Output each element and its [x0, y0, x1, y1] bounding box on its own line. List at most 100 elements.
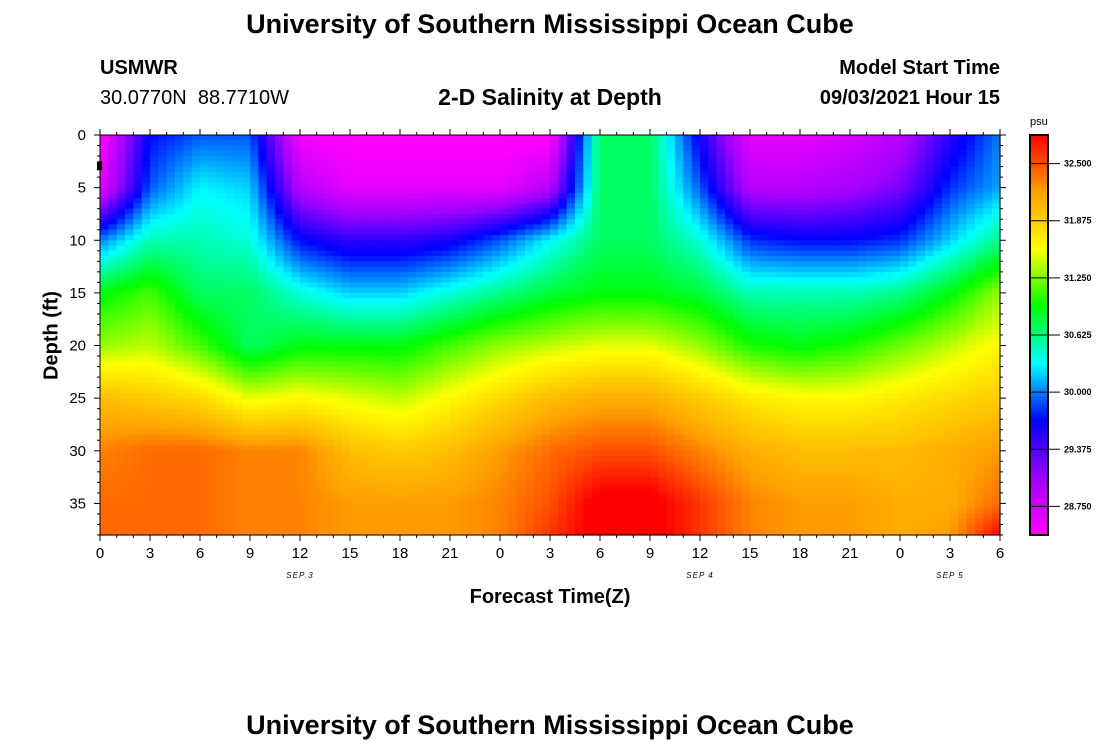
heatmap-cell: [241, 277, 251, 283]
heatmap-cell: [633, 245, 643, 252]
heatmap-cell: [100, 203, 109, 210]
heatmap-cell: [850, 240, 859, 247]
heatmap-cell: [108, 313, 118, 320]
heatmap-cell: [525, 266, 534, 273]
heatmap-cell: [925, 166, 934, 173]
heatmap-cell: [183, 219, 193, 226]
heatmap-cell: [975, 150, 984, 157]
heatmap-cell: [691, 177, 701, 183]
heatmap-cell: [308, 303, 318, 310]
heatmap-cell: [391, 213, 401, 220]
heatmap-cell: [258, 198, 268, 205]
heatmap-cell: [266, 361, 276, 368]
heatmap-cell: [941, 313, 951, 320]
heatmap-cell: [233, 377, 243, 383]
heatmap-cell: [733, 145, 743, 152]
heatmap-cell: [183, 150, 193, 157]
heatmap-cell: [891, 345, 901, 352]
heatmap-cell: [791, 356, 801, 362]
heatmap-cell: [375, 250, 384, 257]
heatmap-cell: [741, 292, 751, 299]
heatmap-cell: [741, 192, 751, 199]
heatmap-cell: [741, 135, 751, 141]
heatmap-cell: [300, 298, 309, 305]
heatmap-cell: [575, 135, 584, 141]
heatmap-cell: [241, 350, 251, 357]
heatmap-cell: [308, 245, 318, 252]
heatmap-cell: [408, 303, 418, 310]
heatmap-cell: [500, 266, 509, 273]
heatmap-cell: [125, 187, 134, 194]
heatmap-cell: [716, 271, 726, 278]
heatmap-cell: [833, 271, 843, 278]
heatmap-cell: [275, 240, 284, 247]
heatmap-cell: [966, 177, 976, 183]
heatmap-cell: [441, 340, 451, 347]
heatmap-cell: [941, 198, 951, 205]
heatmap-cell: [966, 350, 976, 357]
heatmap-cell: [558, 203, 568, 210]
heatmap-cell: [658, 250, 668, 257]
heatmap-cell: [216, 182, 226, 189]
heatmap-cell: [700, 192, 709, 199]
heatmap-cell: [183, 340, 193, 347]
heatmap-cell: [925, 224, 934, 231]
heatmap-cell: [616, 266, 626, 273]
heatmap-cell: [150, 298, 159, 305]
heatmap-cell: [383, 187, 393, 194]
heatmap-cell: [100, 366, 109, 373]
heatmap-cell: [525, 182, 534, 189]
heatmap-cell: [641, 345, 651, 352]
heatmap-cell: [966, 361, 976, 368]
heatmap-cell: [883, 224, 893, 231]
heatmap-cell: [300, 303, 309, 310]
heatmap-cell: [608, 271, 618, 278]
heatmap-cell: [533, 256, 543, 262]
heatmap-cell: [308, 240, 318, 247]
heatmap-cell: [391, 345, 401, 352]
heatmap-cell: [891, 166, 901, 173]
heatmap-cell: [833, 371, 843, 378]
heatmap-cell: [883, 345, 893, 352]
heatmap-cell: [533, 319, 543, 326]
heatmap-cell: [116, 213, 126, 220]
heatmap-cell: [541, 219, 551, 226]
heatmap-cell: [458, 187, 468, 194]
heatmap-cell: [475, 219, 484, 226]
heatmap-cell: [533, 166, 543, 173]
heatmap-cell: [191, 219, 201, 226]
heatmap-cell: [608, 177, 618, 183]
heatmap-cell: [466, 340, 476, 347]
heatmap-cell: [216, 135, 226, 141]
heatmap-cell: [458, 361, 468, 368]
heatmap-cell: [266, 198, 276, 205]
heatmap-cell: [233, 271, 243, 278]
heatmap-cell: [466, 250, 476, 257]
heatmap-cell: [683, 371, 693, 378]
heatmap-cell: [808, 356, 818, 362]
heatmap-cell: [525, 335, 534, 341]
heatmap-cell: [741, 224, 751, 231]
heatmap-cell: [750, 361, 759, 368]
heatmap-cell: [841, 256, 851, 262]
heatmap-cell: [416, 350, 426, 357]
heatmap-cell: [741, 213, 751, 220]
heatmap-cell: [725, 240, 734, 247]
heatmap-cell: [475, 229, 484, 236]
heatmap-cell: [183, 319, 193, 326]
heatmap-cell: [166, 166, 176, 173]
heatmap-cell: [458, 250, 468, 257]
heatmap-cell: [258, 187, 268, 194]
heatmap-cell: [633, 340, 643, 347]
heatmap-cell: [666, 292, 676, 299]
heatmap-cell: [150, 140, 159, 147]
heatmap-cell: [950, 261, 959, 268]
heatmap-cell: [475, 187, 484, 194]
heatmap-cell: [300, 271, 309, 278]
heatmap-cell: [808, 203, 818, 210]
heatmap-cell: [616, 171, 626, 178]
heatmap-cell: [266, 192, 276, 199]
heatmap-cell: [808, 345, 818, 352]
heatmap-cell: [475, 329, 484, 336]
heatmap-cell: [300, 371, 309, 378]
